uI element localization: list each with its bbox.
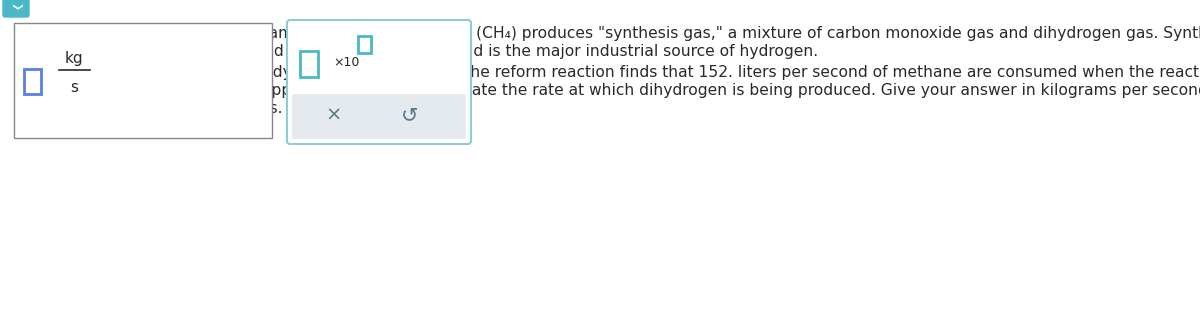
FancyBboxPatch shape bbox=[14, 23, 272, 138]
FancyBboxPatch shape bbox=[300, 51, 318, 77]
FancyBboxPatch shape bbox=[287, 20, 470, 144]
FancyBboxPatch shape bbox=[24, 69, 41, 94]
Text: your answer to 2 significant digits.: your answer to 2 significant digits. bbox=[14, 101, 282, 116]
Text: kg: kg bbox=[65, 50, 83, 66]
Text: ×: × bbox=[326, 106, 342, 124]
Text: ❯: ❯ bbox=[11, 4, 22, 12]
Text: gas is one of the most widely used industrial chemicals, and is the major indust: gas is one of the most widely used indus… bbox=[14, 44, 818, 59]
FancyBboxPatch shape bbox=[2, 0, 29, 17]
Text: ×10: ×10 bbox=[334, 56, 359, 68]
Text: at 285. °C and the methane is supplied at 0.49 atm. Calculate the rate at which : at 285. °C and the methane is supplied a… bbox=[14, 83, 1200, 98]
Text: s: s bbox=[70, 80, 78, 96]
Text: ↺: ↺ bbox=[401, 105, 419, 125]
Text: Suppose a chemical engineer studying a new catalyst for the reform reaction find: Suppose a chemical engineer studying a n… bbox=[14, 65, 1200, 80]
Text: The reform reaction between steam and gaseous methane (CH₄) produces "synthesis : The reform reaction between steam and ga… bbox=[14, 26, 1200, 41]
FancyBboxPatch shape bbox=[292, 94, 466, 139]
FancyBboxPatch shape bbox=[358, 36, 371, 53]
